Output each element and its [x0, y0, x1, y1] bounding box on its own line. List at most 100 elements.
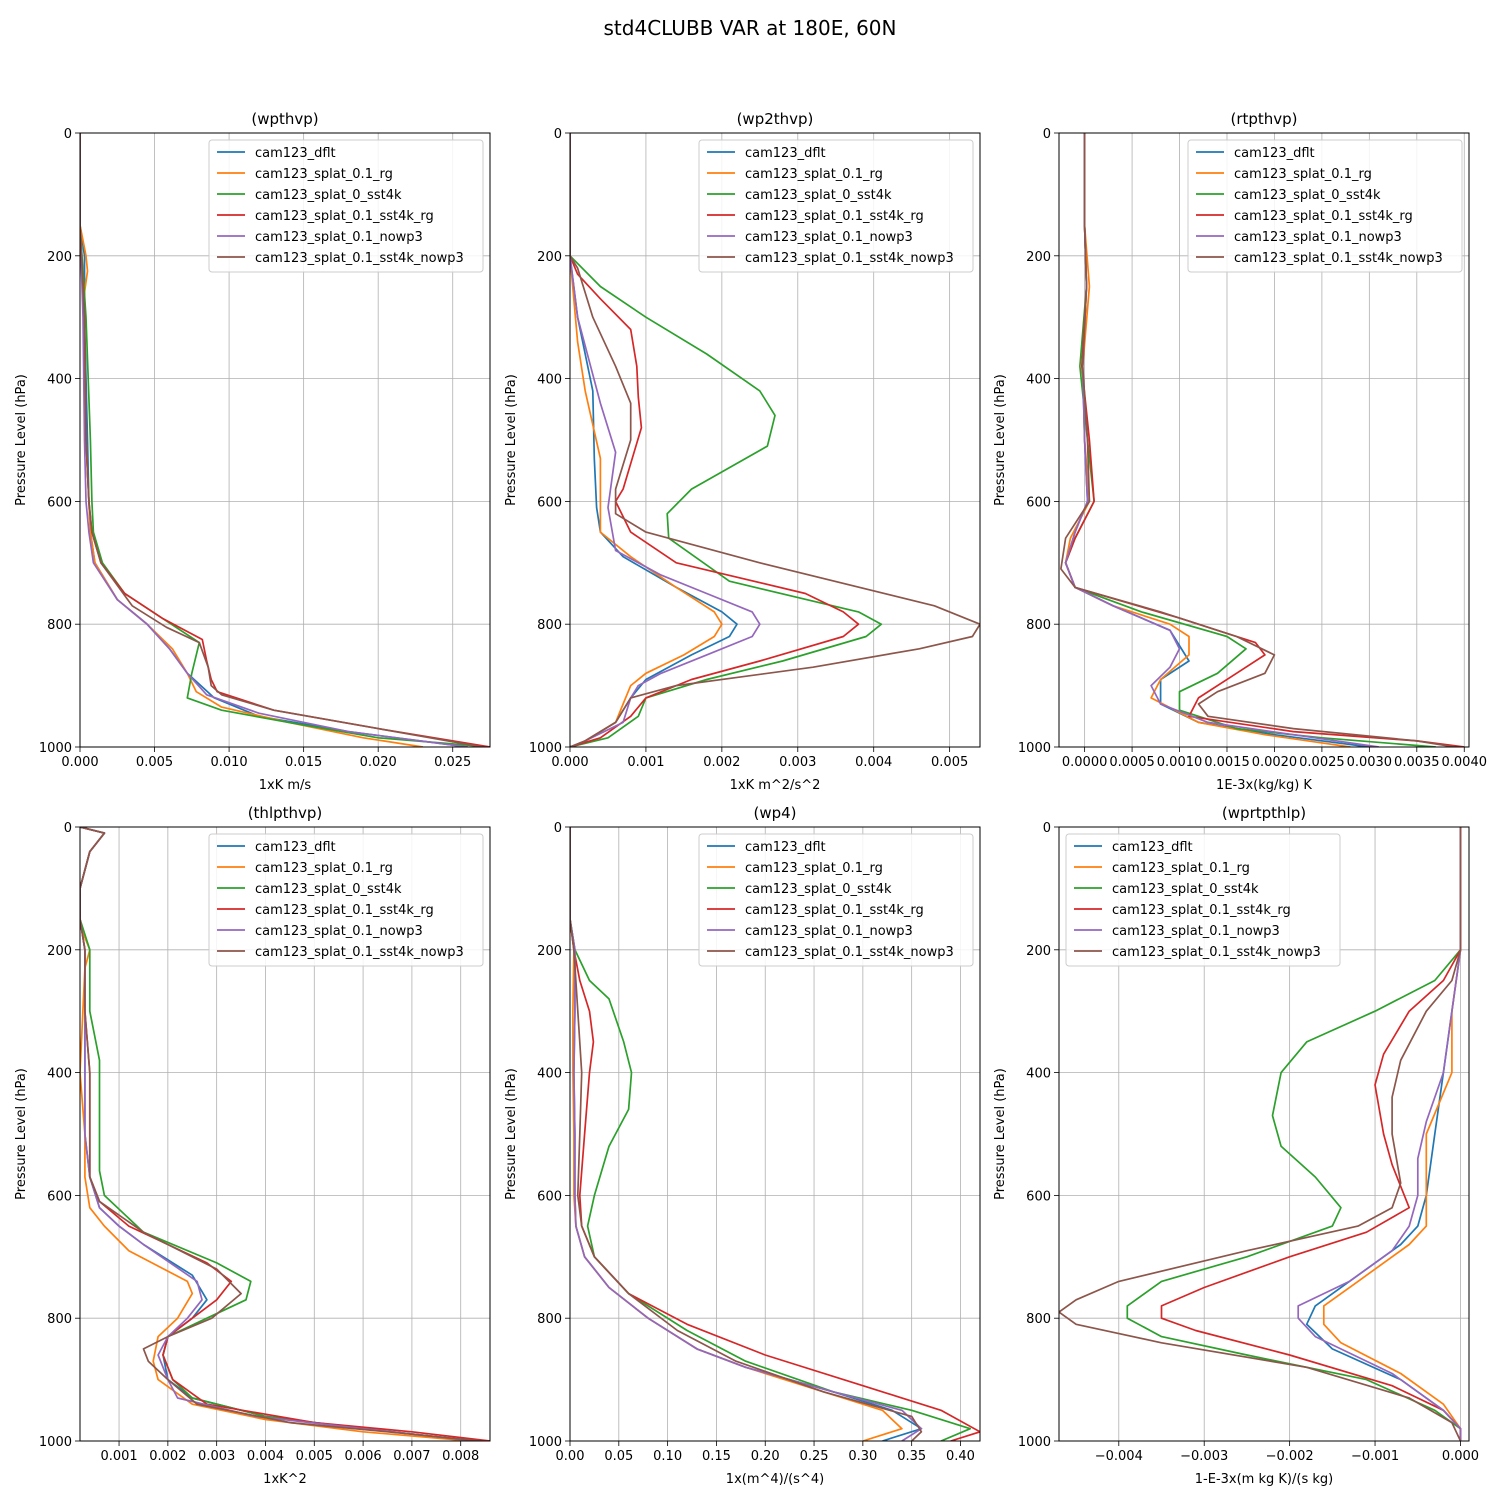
- legend-label: cam123_splat_0_sst4k: [1234, 188, 1381, 203]
- legend-label: cam123_splat_0.1_nowp3: [745, 924, 913, 939]
- x-axis-label: 1xK m^2/s^2: [730, 778, 821, 793]
- series-line-5: [80, 133, 468, 747]
- y-tick-label: 800: [1026, 1312, 1051, 1327]
- y-tick-label: 400: [1026, 373, 1051, 388]
- x-tick-label: 0.001: [627, 755, 664, 770]
- series-line-6: [80, 827, 481, 1441]
- y-tick-label: 1000: [39, 741, 72, 756]
- series-line-6: [570, 133, 980, 747]
- y-tick-label: 800: [537, 1312, 562, 1327]
- y-tick-label: 600: [47, 1189, 72, 1204]
- series-group: [1059, 827, 1462, 1441]
- legend-label: cam123_splat_0.1_sst4k_nowp3: [745, 945, 954, 960]
- legend-box: [1065, 833, 1341, 967]
- legend-label: cam123_splat_0.1_rg: [745, 861, 883, 876]
- y-tick-label: 200: [1026, 250, 1051, 265]
- x-tick-label: 0.000: [551, 755, 588, 770]
- series-group: [570, 827, 980, 1441]
- figure-title: std4CLUBB VAR at 180E, 60N: [603, 16, 897, 40]
- x-tick-label: 0.001: [100, 1449, 137, 1464]
- legend-label: cam123_dflt: [255, 840, 336, 855]
- y-tick-label: 600: [1026, 495, 1051, 510]
- y-tick-label: 800: [1026, 618, 1051, 633]
- axes-frame: [1058, 826, 1470, 1442]
- subplot-2: 0.000 0.001 0.002 0.003 0.004 0.005 0 200 400 600…: [504, 110, 981, 793]
- y-tick-label: 800: [47, 618, 72, 633]
- y-tick-label: 600: [537, 495, 562, 510]
- legend-label: cam123_splat_0_sst4k: [255, 188, 402, 203]
- legend-label: cam123_splat_0.1_sst4k_rg: [255, 209, 434, 224]
- legend-label: cam123_splat_0.1_rg: [745, 167, 883, 182]
- x-tick-label: −0.004: [1095, 1449, 1143, 1464]
- y-tick-label: 400: [47, 373, 72, 388]
- series-line-2: [1322, 827, 1462, 1441]
- subplot-1: 0.000 0.005 0.010 0.015 0.020 0.025 0 200 400 600…: [14, 110, 491, 793]
- legend: cam123_dflt cam123_splat_0.1_rg cam123_spl…: [1187, 139, 1463, 273]
- x-tick-label: 0.05: [604, 1449, 633, 1464]
- legend-label: cam123_splat_0.1_sst4k_nowp3: [1234, 251, 1443, 266]
- x-tick-label: −0.001: [1351, 1449, 1399, 1464]
- legend: cam123_dflt cam123_splat_0.1_rg cam123_spl…: [698, 139, 974, 273]
- series-line-4: [80, 827, 490, 1441]
- legend-label: cam123_splat_0.1_sst4k_rg: [745, 903, 924, 918]
- axes-frame: [79, 826, 491, 1442]
- legend-label: cam123_splat_0.1_nowp3: [745, 230, 913, 245]
- legend-label: cam123_dflt: [1234, 146, 1315, 161]
- y-tick-label: 600: [1026, 1189, 1051, 1204]
- x-tick-label: 0.35: [897, 1449, 926, 1464]
- x-tick-label: 0.0040: [1442, 755, 1488, 770]
- series-line-6: [1059, 827, 1462, 1441]
- subplot-5: 0.00 0.05 0.10 0.15 0.20 0.25 0.30 0.35 0.40 0 200…: [504, 804, 981, 1487]
- y-axis-label: Pressure Level (hPa): [14, 1068, 29, 1200]
- legend-label: cam123_dflt: [745, 146, 826, 161]
- subplot-title: (wp4): [753, 804, 796, 822]
- legend-label: cam123_splat_0.1_nowp3: [1234, 230, 1402, 245]
- legend-label: cam123_splat_0_sst4k: [255, 882, 402, 897]
- legend-label: cam123_splat_0.1_sst4k_rg: [745, 209, 924, 224]
- y-tick-label: 200: [47, 944, 72, 959]
- x-tick-label: 0.003: [198, 1449, 235, 1464]
- y-axis-label: Pressure Level (hPa): [504, 374, 519, 506]
- series-line-4: [1160, 827, 1462, 1441]
- x-tick-label: −0.002: [1266, 1449, 1314, 1464]
- legend-label: cam123_splat_0.1_sst4k_nowp3: [255, 251, 464, 266]
- series-line-5: [570, 827, 923, 1441]
- series-group: [570, 133, 980, 747]
- legend-label: cam123_splat_0.1_nowp3: [255, 230, 423, 245]
- x-tick-label: 0.005: [296, 1449, 333, 1464]
- y-axis-label: Pressure Level (hPa): [993, 374, 1008, 506]
- series-line-5: [1297, 827, 1462, 1441]
- subplot-4: 0.001 0.002 0.003 0.004 0.005 0.006 0.007 0.008…: [14, 804, 491, 1487]
- y-tick-label: 0: [64, 127, 72, 142]
- legend-box: [698, 833, 974, 967]
- y-tick-label: 1000: [529, 1435, 562, 1450]
- x-tick-label: 0.0000: [1062, 755, 1108, 770]
- x-tick-label: 0.008: [442, 1449, 479, 1464]
- series-line-5: [80, 827, 476, 1441]
- y-tick-label: 1000: [39, 1435, 72, 1450]
- x-tick-label: 0.10: [653, 1449, 682, 1464]
- series-group: [80, 133, 490, 747]
- subplot-3: 0.0000 0.0005 0.0010 0.0015 0.0020 0.0025 0.00…: [993, 110, 1487, 793]
- y-tick-label: 0: [1043, 821, 1051, 836]
- x-tick-label: 0.004: [247, 1449, 284, 1464]
- legend-label: cam123_dflt: [745, 840, 826, 855]
- legend-label: cam123_splat_0.1_sst4k_rg: [1234, 209, 1413, 224]
- x-axis-label: 1x(m^4)/(s^4): [726, 1472, 824, 1487]
- x-tick-label: 0.30: [848, 1449, 877, 1464]
- y-tick-label: 200: [537, 250, 562, 265]
- x-axis-label: 1xK m/s: [259, 778, 312, 793]
- legend-box: [698, 139, 974, 273]
- x-tick-label: 0.002: [703, 755, 740, 770]
- y-tick-label: 0: [64, 821, 72, 836]
- series-line-4: [570, 133, 860, 747]
- x-tick-label: 0.0010: [1157, 755, 1203, 770]
- x-axis-label: 1E-3x(kg/kg) K: [1216, 778, 1312, 793]
- axes-frame: [1058, 132, 1470, 748]
- axes-frame: [569, 826, 981, 1442]
- y-tick-label: 400: [537, 373, 562, 388]
- legend-box: [1187, 139, 1463, 273]
- series-line-3: [1064, 133, 1436, 747]
- series-line-4: [570, 827, 980, 1441]
- y-tick-label: 200: [537, 944, 562, 959]
